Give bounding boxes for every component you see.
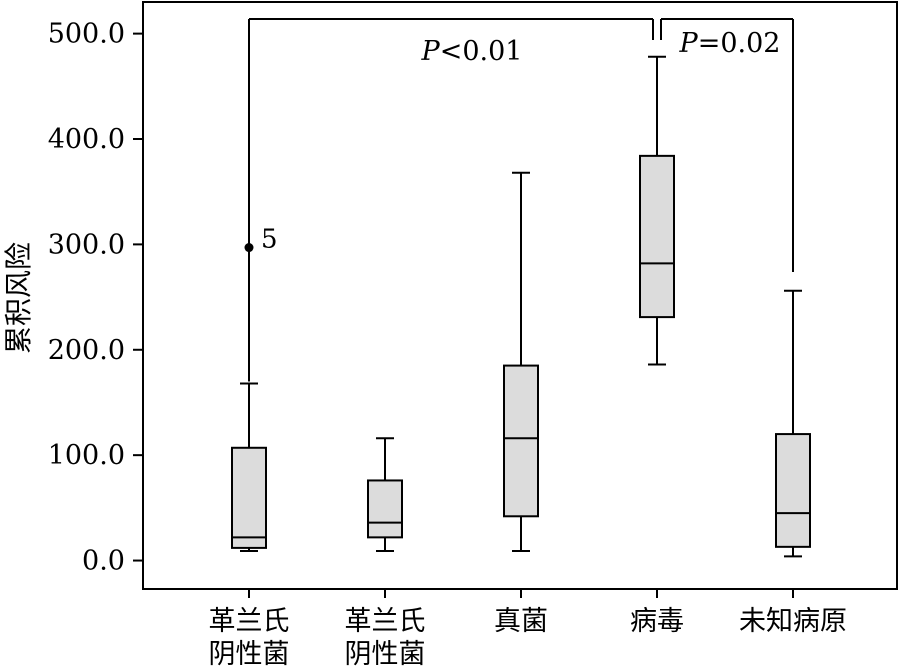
category-label: 革兰氏 [345,606,426,637]
p-symbol: P [421,36,441,67]
category-label: 阴性菌 [209,639,290,670]
box-iqr [503,364,539,518]
category-label: 病毒 [630,606,684,637]
annotation-p-value-2: P=0.02 [679,28,781,59]
significance-brackets: P<0.01 P=0.02 [248,18,794,382]
category-label: 革兰氏 [209,606,290,637]
category-label: 未知病原 [739,606,847,637]
box-iqr [367,479,403,539]
box-iqr [231,446,267,549]
y-tick-label: 0.0 [82,546,125,577]
y-tick-label: 100.0 [48,440,125,471]
box-iqr [639,154,675,319]
box-series: 5 [231,55,811,558]
box-2 [367,437,403,553]
box-5 [775,289,811,558]
y-tick-label: 300.0 [48,229,125,260]
p-symbol: P [679,28,699,59]
y-axis-label: 累积风险 [2,242,35,354]
annotation-p-value-1: P<0.01 [421,36,523,67]
box-4 [639,55,675,366]
y-tick-label: 200.0 [48,335,125,366]
p-value: <0.01 [440,36,523,67]
outlier-label: 5 [261,225,278,255]
box-iqr [775,433,811,548]
box-1 [231,382,267,553]
category-label: 真菌 [494,606,548,637]
box-3 [503,171,539,553]
y-axis: 0.0 100.0 200.0 300.0 400.0 500.0 [48,19,143,577]
y-tick-label: 400.0 [48,124,125,155]
category-label: 阴性菌 [345,639,426,670]
y-tick-label: 500.0 [48,19,125,50]
p-value: =0.02 [698,28,781,59]
